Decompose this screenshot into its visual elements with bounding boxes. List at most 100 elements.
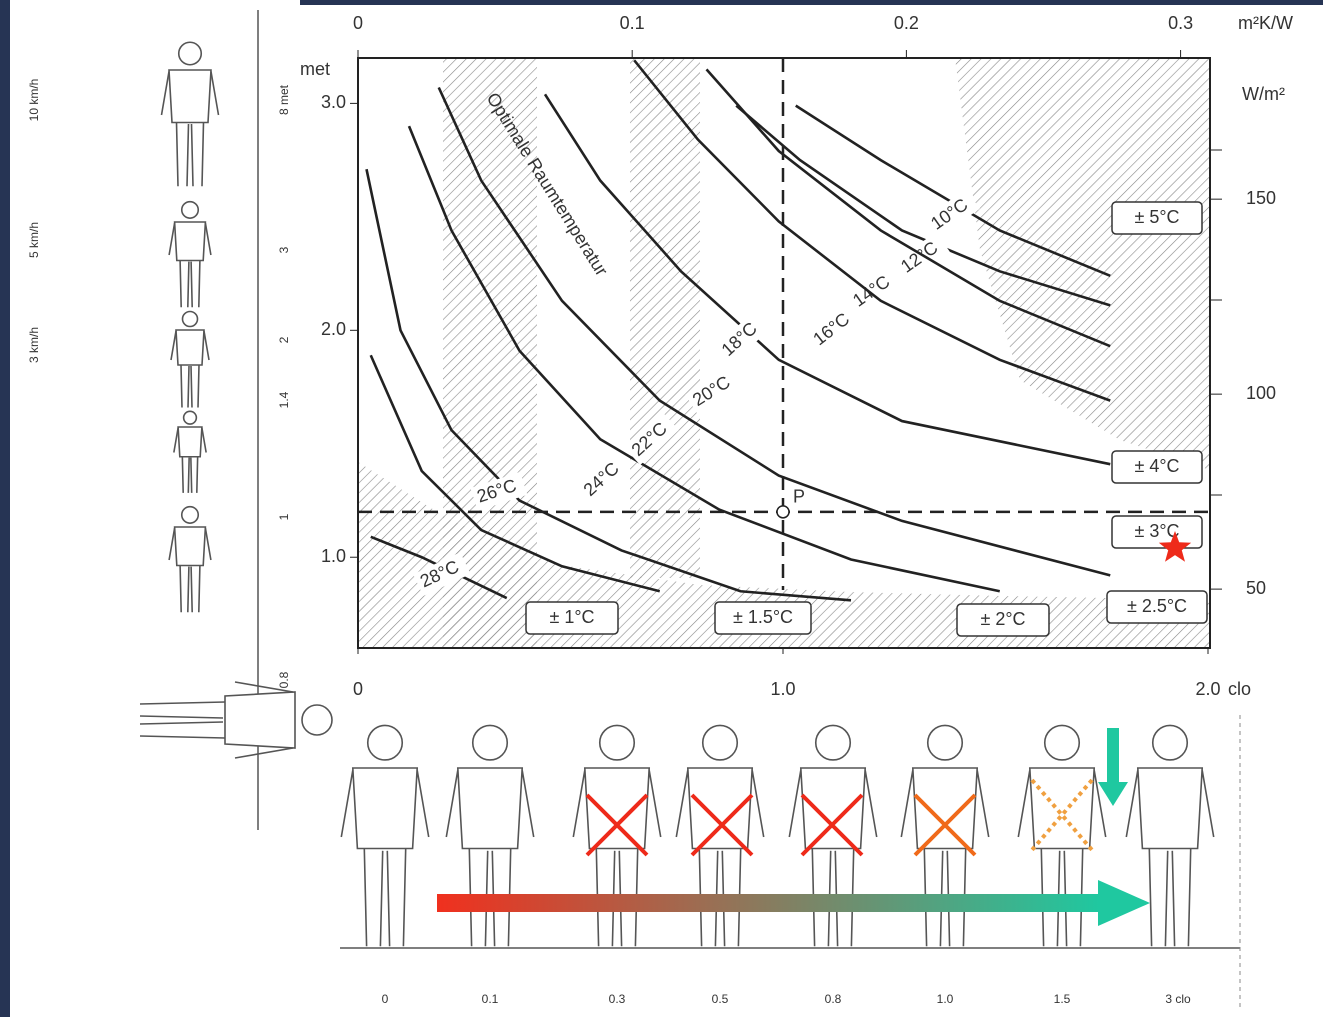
figure-head xyxy=(926,724,964,761)
clothing-figures xyxy=(340,724,1215,947)
tolerance-label: ± 1°C xyxy=(549,607,594,627)
tolerance-box xyxy=(525,601,619,635)
label-bg xyxy=(624,412,679,465)
met-label: 1.4 xyxy=(277,391,291,408)
figure-arms xyxy=(340,770,430,838)
figure-body xyxy=(168,69,212,124)
figure-arms xyxy=(788,770,878,838)
label-bg xyxy=(685,366,743,415)
down-arrow-head xyxy=(1098,782,1128,806)
figure-arms xyxy=(1125,770,1215,838)
sitting-figure xyxy=(168,505,212,613)
speed-label: 10 km/h xyxy=(27,79,41,122)
down-arrow xyxy=(1107,728,1119,784)
clothing-label: 0.1 xyxy=(482,992,499,1006)
figure-body xyxy=(177,426,203,458)
figure-arms xyxy=(168,222,212,256)
clothing-label: 1.0 xyxy=(937,992,954,1006)
tolerance-box xyxy=(714,601,812,635)
figure-arms xyxy=(445,770,535,838)
progress-arrow xyxy=(437,894,1100,912)
label-bg xyxy=(845,266,902,316)
progress-arrow-head xyxy=(1098,880,1150,926)
hatch-zone xyxy=(630,58,700,578)
clothing-label: 0.8 xyxy=(825,992,842,1006)
curve xyxy=(407,125,1001,593)
figure-head xyxy=(471,724,509,761)
curve xyxy=(735,104,1111,307)
figure-legs xyxy=(179,565,201,613)
figure-arms xyxy=(234,681,294,759)
figure-arms xyxy=(170,330,210,361)
figure-head xyxy=(814,724,852,761)
figure-legs xyxy=(363,848,407,947)
figure-head xyxy=(182,410,198,425)
figure-arms xyxy=(1017,770,1107,838)
tolerance-label: ± 1.5°C xyxy=(733,607,793,627)
clothing-label: 0.5 xyxy=(712,992,729,1006)
figure-body xyxy=(173,526,207,567)
lying-figure xyxy=(139,681,333,759)
tolerance-box xyxy=(956,603,1050,637)
curve xyxy=(437,86,1111,577)
figure-legs xyxy=(179,260,201,308)
clothing-label: 0 xyxy=(382,992,389,1006)
curve xyxy=(370,535,508,600)
activity-figures xyxy=(139,41,333,759)
figure-head xyxy=(1151,724,1189,761)
figure-legs xyxy=(181,456,199,493)
y-axis-label: met xyxy=(300,59,330,79)
clothing-label: 3 clo xyxy=(1165,992,1191,1006)
clothing-label: 0.3 xyxy=(609,992,626,1006)
figure-head xyxy=(701,724,739,761)
x-tick-label: 1.0 xyxy=(770,679,795,699)
x-tick-label: 0 xyxy=(353,679,363,699)
y2-tick-label: 150 xyxy=(1246,188,1276,208)
figure-arms xyxy=(675,770,765,838)
figure-head xyxy=(598,724,636,761)
tolerance-label: ± 2°C xyxy=(980,609,1025,629)
tolerance-label: ± 5°C xyxy=(1134,207,1179,227)
y2-tick-label: 100 xyxy=(1246,383,1276,403)
star-marker xyxy=(1158,531,1192,562)
label-bg xyxy=(893,232,950,282)
x2-axis-label: m²K/W xyxy=(1238,13,1293,33)
top-strip xyxy=(300,0,1323,5)
figure-body xyxy=(583,767,651,850)
figure-body xyxy=(351,767,419,850)
tolerance-box xyxy=(1111,201,1203,235)
figure-arms xyxy=(173,427,207,453)
x2-tick-label: 0.2 xyxy=(894,13,919,33)
curve xyxy=(705,68,1111,348)
met-label: 8 met xyxy=(277,84,291,115)
figure-body xyxy=(911,767,979,850)
speed-label: 3 km/h xyxy=(27,327,41,363)
y-tick-label: 2.0 xyxy=(321,319,346,339)
met-label: 0.8 xyxy=(277,671,291,688)
figure-head xyxy=(180,505,200,524)
y-tick-label: 3.0 xyxy=(321,92,346,112)
figure-legs xyxy=(175,122,205,187)
figure-body xyxy=(1028,767,1096,850)
cross-mark xyxy=(913,793,977,857)
curve xyxy=(795,104,1111,278)
tolerance-box xyxy=(1111,450,1203,484)
reference-label: P xyxy=(793,487,805,507)
tolerance-box xyxy=(1106,590,1208,624)
figure-head xyxy=(1043,724,1081,761)
met-label: 1 xyxy=(277,513,291,520)
label-bg xyxy=(714,312,769,365)
figure-arms xyxy=(572,770,662,838)
y-tick-label: 1.0 xyxy=(321,546,346,566)
met-label: 2 xyxy=(277,336,291,343)
side-strip xyxy=(0,0,10,1017)
x2-tick-label: 0.1 xyxy=(620,13,645,33)
figure-body xyxy=(686,767,754,850)
tolerance-label: ± 4°C xyxy=(1134,456,1179,476)
y2-axis-label: W/m² xyxy=(1242,84,1285,104)
met-label: 3 xyxy=(277,246,291,253)
figure-body xyxy=(1136,767,1204,850)
figure-legs xyxy=(180,364,200,408)
